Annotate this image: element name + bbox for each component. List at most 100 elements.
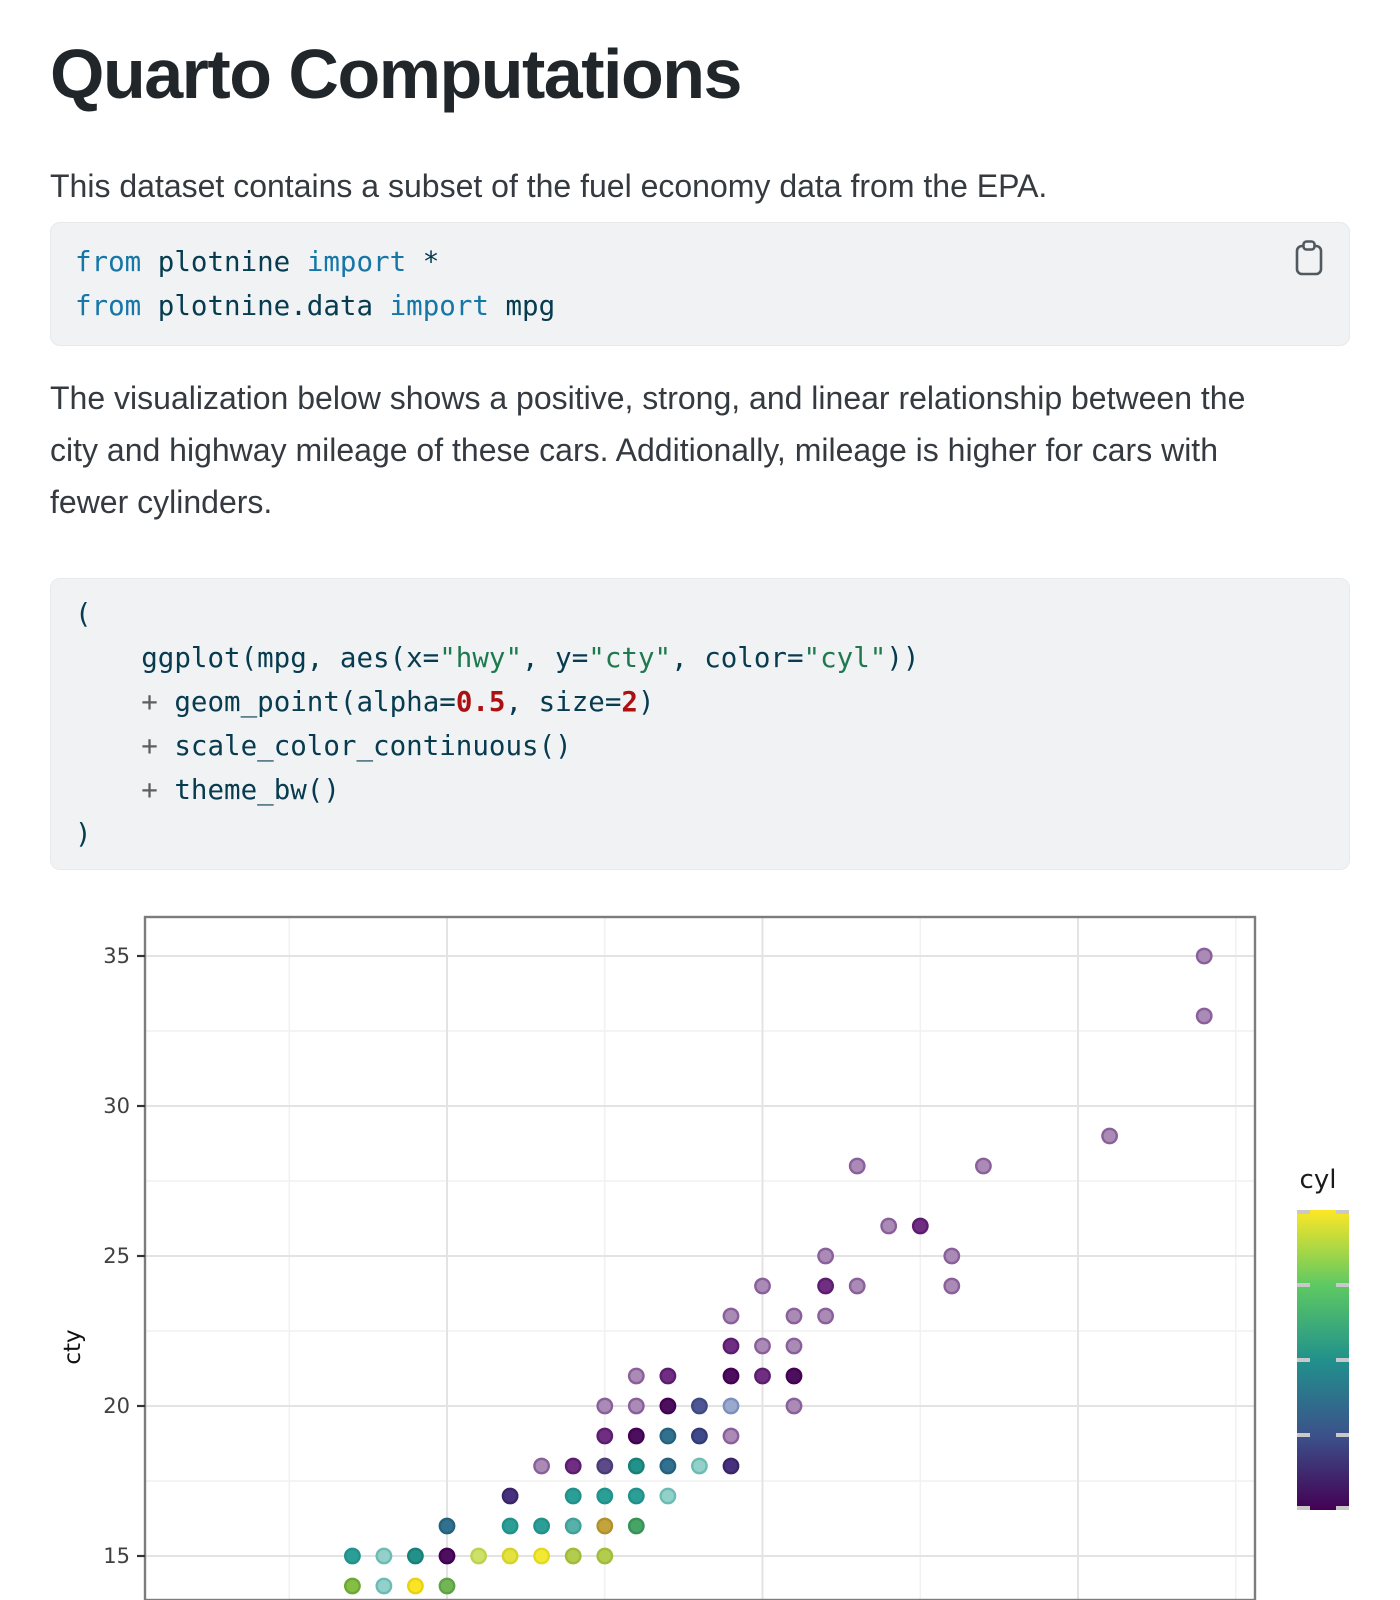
scatter-point: [659, 1487, 677, 1505]
intro-paragraph: This dataset contains a subset of the fu…: [50, 168, 1048, 204]
code-block-imports: from plotnine import * from plotnine.dat…: [50, 222, 1350, 346]
legend-tick: [1336, 1433, 1349, 1437]
scatter-point: [722, 1427, 740, 1445]
scatter-point: [691, 1427, 708, 1445]
y-axis-title: cty: [60, 1329, 86, 1364]
scatter-point: [691, 1457, 708, 1475]
scatter-point: [659, 1457, 677, 1475]
y-axis: 15 20 25 30 35: [103, 944, 145, 1568]
description-line: city and highway mileage of these cars. …: [50, 432, 1218, 468]
scatter-point: [975, 1157, 992, 1175]
copy-code-button[interactable]: [1293, 239, 1325, 277]
code-plot[interactable]: ( ggplot(mpg, aes(x="hwy", y="cty", colo…: [75, 598, 920, 850]
scatter-point: [533, 1547, 550, 1565]
scatter-point: [501, 1517, 519, 1535]
scatter-point: [627, 1487, 645, 1505]
scatter-point: [438, 1547, 456, 1565]
legend-tick: [1336, 1506, 1349, 1510]
scatter-point: [943, 1277, 961, 1295]
scatter-point: [722, 1307, 740, 1325]
scatter-point: [691, 1397, 708, 1415]
scatter-point: [375, 1547, 393, 1565]
scatter-point: [564, 1517, 582, 1535]
scatter-point: [501, 1487, 519, 1505]
scatter-point: [501, 1547, 519, 1565]
scatter-point: [880, 1217, 898, 1235]
scatter-point: [627, 1457, 645, 1475]
legend-tick: [1297, 1210, 1310, 1214]
scatter-point: [659, 1367, 677, 1385]
clipboard-icon: [1295, 240, 1323, 276]
scatter-point: [848, 1277, 866, 1295]
legend-tick: [1297, 1506, 1310, 1510]
scatter-point: [817, 1307, 834, 1325]
scatter-point: [596, 1427, 614, 1445]
scatter-point: [343, 1577, 361, 1595]
plot-panel: [145, 917, 1255, 1600]
legend-cyl: cyl: [1297, 1165, 1349, 1510]
y-tick-label: 35: [103, 944, 130, 968]
scatter-point: [785, 1397, 803, 1415]
scatter-point: [722, 1337, 740, 1355]
scatter-points: [343, 947, 1213, 1595]
y-tick-label: 15: [103, 1544, 130, 1568]
scatter-point: [1101, 1127, 1119, 1145]
scatter-point: [438, 1517, 456, 1535]
description-line: fewer cylinders.: [50, 484, 273, 520]
scatter-point: [817, 1277, 834, 1295]
legend-tick: [1336, 1210, 1349, 1214]
y-tick-label: 20: [103, 1394, 130, 1418]
code-block-plot: ( ggplot(mpg, aes(x="hwy", y="cty", colo…: [50, 578, 1350, 870]
scatter-point: [785, 1307, 803, 1325]
scatter-point: [722, 1457, 740, 1475]
scatter-point: [1195, 1007, 1213, 1025]
scatter-point: [817, 1247, 834, 1265]
scatter-point: [596, 1547, 614, 1565]
scatter-point: [375, 1577, 393, 1595]
legend-tick: [1336, 1283, 1349, 1287]
legend-tick: [1297, 1358, 1310, 1362]
scatter-point: [564, 1457, 582, 1475]
scatter-point: [785, 1367, 803, 1385]
scatter-point: [627, 1367, 645, 1385]
scatter-point: [438, 1577, 456, 1595]
scatter-point: [564, 1547, 582, 1565]
scatter-point: [754, 1337, 771, 1355]
y-tick-label: 30: [103, 1094, 130, 1118]
scatter-point: [785, 1337, 803, 1355]
scatter-point: [659, 1397, 677, 1415]
scatter-point: [1195, 947, 1213, 965]
scatter-point: [564, 1487, 582, 1505]
scatter-point: [533, 1517, 550, 1535]
scatter-point: [848, 1157, 866, 1175]
page-title: Quarto Computations: [50, 35, 742, 113]
y-tick-label: 25: [103, 1244, 130, 1268]
legend-tick: [1336, 1358, 1349, 1362]
scatter-point: [596, 1517, 614, 1535]
scatter-point: [627, 1517, 645, 1535]
scatter-point: [470, 1547, 487, 1565]
description-line: The visualization below shows a positive…: [50, 380, 1246, 416]
scatter-point: [754, 1367, 771, 1385]
scatter-point: [596, 1397, 614, 1415]
scatter-point: [596, 1487, 614, 1505]
legend-tick: [1297, 1283, 1310, 1287]
scatter-point: [343, 1547, 361, 1565]
scatter-point: [943, 1247, 961, 1265]
scatter-point: [627, 1397, 645, 1415]
scatter-point: [533, 1457, 550, 1475]
scatter-point: [406, 1547, 424, 1565]
scatter-point: [722, 1397, 740, 1415]
legend-tick: [1297, 1433, 1310, 1437]
scatter-point: [722, 1367, 740, 1385]
legend-title: cyl: [1300, 1165, 1337, 1195]
code-imports[interactable]: from plotnine import * from plotnine.dat…: [75, 246, 556, 322]
scatter-plot-figure: 15 20 25 30 35 cty cyl: [60, 915, 1349, 1600]
scatter-point: [911, 1217, 929, 1235]
scatter-point: [754, 1277, 771, 1295]
scatter-point: [627, 1427, 645, 1445]
scatter-point: [659, 1427, 677, 1445]
panel-border: [143, 915, 1257, 1600]
scatter-point: [596, 1457, 614, 1475]
